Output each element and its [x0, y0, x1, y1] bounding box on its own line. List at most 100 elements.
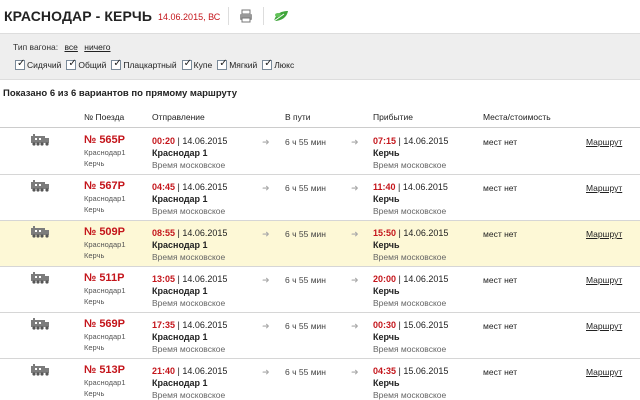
route-link[interactable]: Маршрут [586, 367, 623, 377]
departure-date: | 14.06.2015 [175, 274, 228, 284]
results-summary: Показано 6 из 6 вариантов по прямому мар… [3, 88, 238, 99]
checkbox-box[interactable] [217, 58, 228, 70]
checkbox-label: Люкс [274, 60, 295, 70]
arrow-right-icon: ➜ [262, 275, 270, 285]
departure-date: | 14.06.2015 [175, 320, 228, 330]
checkbox-lux[interactable]: Люкс [262, 58, 295, 70]
departure-datetime: 00:20 | 14.06.2015 [152, 136, 227, 146]
checkbox-label: Купе [193, 60, 213, 70]
col-train-number: № Поезда [84, 112, 125, 122]
checkbox-box[interactable] [66, 58, 77, 70]
divider [263, 7, 265, 25]
table-row[interactable]: № 511Р Краснодар1 Керчь 13:05 | 14.06.20… [0, 267, 640, 313]
train-icon [30, 226, 50, 238]
departure-time: 17:35 [152, 320, 176, 330]
checkbox-common[interactable]: Общий [66, 58, 106, 70]
train-icon [30, 364, 50, 376]
arrival-station: Керчь [373, 240, 400, 250]
departure-timezone: Время московское [152, 390, 226, 400]
arrival-station: Керчь [373, 332, 400, 342]
table-row[interactable]: № 569Р Краснодар1 Керчь 17:35 | 14.06.20… [0, 313, 640, 359]
arrival-time: 15:50 [373, 228, 397, 238]
arrival-datetime: 20:00 | 14.06.2015 [373, 274, 448, 284]
seats-availability: мест нет [483, 229, 518, 239]
table-row[interactable]: № 513Р Краснодар1 Керчь 21:40 | 14.06.20… [0, 359, 640, 400]
departure-time: 04:45 [152, 182, 176, 192]
route-link[interactable]: Маршрут [586, 137, 623, 147]
arrival-time: 20:00 [373, 274, 397, 284]
checkbox-label: Мягкий [229, 60, 258, 70]
wagon-type-label: Тип вагона: [13, 42, 59, 52]
train-number[interactable]: № 565Р [84, 134, 126, 146]
checkbox-label: Плацкартный [123, 60, 177, 70]
seats-availability: мест нет [483, 367, 518, 377]
arrival-timezone: Время московское [373, 344, 447, 354]
route-link[interactable]: Маршрут [586, 229, 623, 239]
col-departure: Отправление [152, 112, 205, 122]
checkbox-sitting[interactable]: Сидячий [15, 58, 61, 70]
arrival-datetime: 07:15 | 14.06.2015 [373, 136, 448, 146]
seats-availability: мест нет [483, 321, 518, 331]
arrival-datetime: 15:50 | 14.06.2015 [373, 228, 448, 238]
train-origin: Краснодар1 [84, 148, 126, 157]
train-number[interactable]: № 567Р [84, 180, 126, 192]
train-number[interactable]: № 509Р [84, 226, 126, 238]
train-destination: Керчь [84, 297, 105, 306]
checkbox-box[interactable] [111, 58, 122, 70]
table-row[interactable]: № 509Р Краснодар1 Керчь 08:55 | 14.06.20… [0, 221, 640, 267]
arrival-date: | 14.06.2015 [395, 182, 448, 192]
train-number[interactable]: № 569Р [84, 318, 126, 330]
col-duration: В пути [285, 112, 311, 122]
checkbox-platzkart[interactable]: Плацкартный [111, 58, 177, 70]
travel-duration: 6 ч 55 мин [285, 229, 326, 239]
select-none-link[interactable]: ничего [84, 42, 111, 52]
arrow-right-icon: ➜ [351, 137, 359, 147]
route-link[interactable]: Маршрут [586, 275, 623, 285]
departure-time: 21:40 [152, 366, 176, 376]
route-link[interactable]: Маршрут [586, 321, 623, 331]
arrow-right-icon: ➜ [351, 367, 359, 377]
departure-station: Краснодар 1 [152, 194, 208, 204]
arrival-time: 00:30 [373, 320, 397, 330]
arrival-station: Керчь [373, 148, 400, 158]
table-row[interactable]: № 567Р Краснодар1 Керчь 04:45 | 14.06.20… [0, 175, 640, 221]
train-destination: Керчь [84, 205, 105, 214]
departure-station: Краснодар 1 [152, 148, 208, 158]
checkbox-soft[interactable]: Мягкий [217, 58, 258, 70]
train-number[interactable]: № 511Р [84, 272, 125, 284]
select-all-link[interactable]: все [64, 42, 78, 52]
arrival-date: | 15.06.2015 [396, 366, 449, 376]
departure-station: Краснодар 1 [152, 240, 208, 250]
route-link[interactable]: Маршрут [586, 183, 623, 193]
departure-timezone: Время московское [152, 298, 226, 308]
checkbox-box[interactable] [262, 58, 273, 70]
train-icon [30, 318, 50, 330]
leaf-icon[interactable] [272, 7, 290, 25]
departure-timezone: Время московское [152, 344, 226, 354]
departure-datetime: 17:35 | 14.06.2015 [152, 320, 227, 330]
arrival-station: Керчь [373, 378, 400, 388]
wagon-type-filter: Тип вагона: все ничего Сидячий Общий Пла… [0, 33, 640, 80]
arrival-time: 04:35 [373, 366, 397, 376]
train-origin: Краснодар1 [84, 378, 126, 387]
col-seats: Места/стоимость [483, 112, 551, 122]
arrival-timezone: Время московское [373, 252, 447, 262]
departure-time: 13:05 [152, 274, 176, 284]
departure-station: Краснодар 1 [152, 378, 208, 388]
departure-timezone: Время московское [152, 206, 226, 216]
departure-datetime: 21:40 | 14.06.2015 [152, 366, 227, 376]
arrow-right-icon: ➜ [262, 367, 270, 377]
train-icon [30, 272, 50, 284]
train-origin: Краснодар1 [84, 332, 126, 341]
printer-icon[interactable] [237, 7, 255, 25]
checkbox-coupe[interactable]: Купе [181, 58, 213, 70]
arrow-right-icon: ➜ [262, 183, 270, 193]
checkbox-box[interactable] [181, 58, 192, 70]
train-icon [30, 134, 50, 146]
arrival-station: Керчь [373, 194, 400, 204]
train-number[interactable]: № 513Р [84, 364, 126, 376]
arrival-time: 11:40 [373, 182, 396, 192]
table-row[interactable]: № 565Р Краснодар1 Керчь 00:20 | 14.06.20… [0, 129, 640, 175]
checkbox-box[interactable] [15, 58, 25, 70]
route-title: КРАСНОДАР - КЕРЧЬ [4, 8, 153, 24]
